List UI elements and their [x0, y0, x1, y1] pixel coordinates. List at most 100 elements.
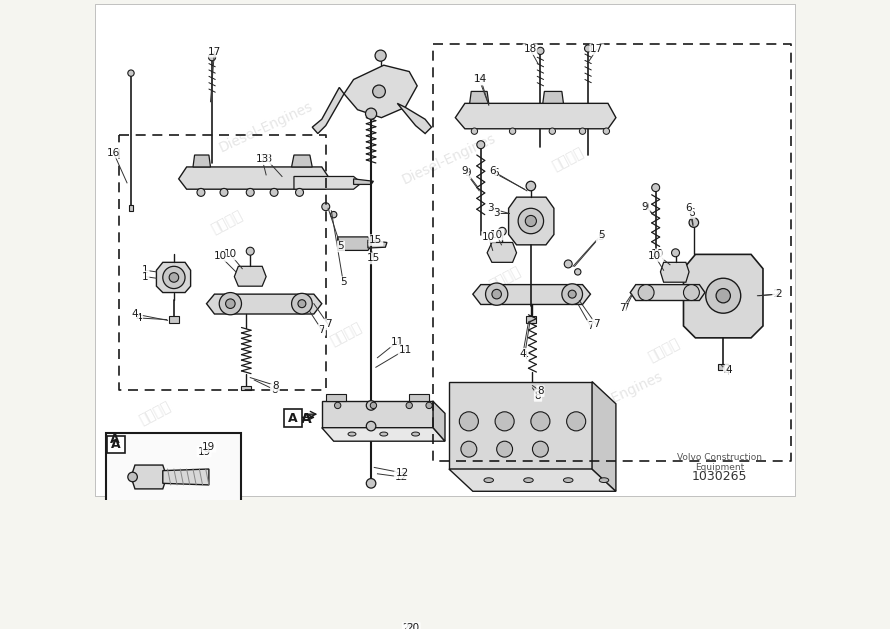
Polygon shape	[473, 284, 590, 304]
Text: 13: 13	[260, 154, 272, 164]
Circle shape	[370, 403, 376, 409]
Circle shape	[219, 292, 241, 314]
Text: 6: 6	[685, 203, 692, 213]
Text: 紫发动力: 紫发动力	[550, 145, 587, 173]
Circle shape	[211, 587, 226, 603]
Polygon shape	[449, 469, 616, 491]
Polygon shape	[294, 177, 361, 189]
Circle shape	[128, 472, 137, 482]
Circle shape	[373, 85, 385, 97]
Circle shape	[169, 272, 179, 282]
Text: 7: 7	[619, 303, 626, 313]
Text: 9: 9	[462, 166, 468, 176]
Ellipse shape	[411, 432, 419, 436]
Bar	[718, 364, 728, 370]
Circle shape	[509, 128, 515, 135]
Ellipse shape	[348, 432, 356, 436]
Polygon shape	[322, 401, 433, 428]
Polygon shape	[206, 294, 322, 314]
Circle shape	[537, 47, 544, 55]
Polygon shape	[312, 87, 344, 133]
Text: A: A	[301, 412, 311, 426]
Polygon shape	[337, 237, 373, 250]
Text: 10: 10	[651, 249, 664, 259]
Circle shape	[486, 283, 508, 305]
Text: 紫发动力: 紫发动力	[487, 264, 522, 292]
Text: 10: 10	[490, 230, 503, 240]
Polygon shape	[234, 266, 266, 286]
Text: 2: 2	[775, 289, 782, 299]
Polygon shape	[409, 394, 429, 401]
Text: 15: 15	[367, 253, 380, 264]
Circle shape	[716, 289, 731, 303]
Circle shape	[330, 211, 337, 218]
Bar	[285, 409, 302, 427]
Polygon shape	[163, 469, 209, 485]
Text: Volvo Construction
Equipment: Volvo Construction Equipment	[676, 453, 762, 472]
Text: 1: 1	[142, 265, 149, 276]
Polygon shape	[470, 91, 489, 103]
Polygon shape	[684, 254, 763, 338]
Circle shape	[684, 284, 700, 301]
Bar	[169, 316, 179, 323]
Text: A: A	[111, 438, 121, 451]
Text: 4: 4	[132, 309, 138, 319]
Text: A: A	[110, 433, 120, 446]
Ellipse shape	[484, 478, 493, 482]
Circle shape	[367, 401, 376, 410]
Circle shape	[247, 247, 255, 255]
Text: 9: 9	[643, 202, 650, 212]
Polygon shape	[344, 65, 417, 118]
Polygon shape	[449, 382, 592, 469]
Circle shape	[568, 290, 576, 298]
Text: 9: 9	[464, 169, 471, 178]
Text: 19: 19	[202, 442, 215, 452]
Polygon shape	[397, 103, 432, 133]
Circle shape	[461, 441, 477, 457]
Polygon shape	[131, 465, 166, 489]
Circle shape	[564, 260, 572, 268]
Text: 12: 12	[394, 472, 408, 482]
Circle shape	[525, 216, 537, 226]
Circle shape	[689, 218, 699, 227]
Polygon shape	[179, 167, 329, 189]
Text: 14: 14	[474, 74, 488, 84]
Circle shape	[549, 128, 555, 135]
Text: Diesel-Engines: Diesel-Engines	[400, 131, 498, 187]
Polygon shape	[209, 584, 489, 606]
Text: 6: 6	[492, 169, 498, 178]
Circle shape	[406, 403, 412, 409]
Text: 9: 9	[641, 202, 648, 212]
Circle shape	[498, 227, 506, 235]
Bar	[528, 386, 538, 391]
Circle shape	[470, 584, 492, 606]
Circle shape	[638, 284, 654, 301]
Circle shape	[530, 412, 550, 431]
Circle shape	[331, 550, 376, 594]
Text: 8: 8	[272, 381, 279, 391]
Circle shape	[367, 421, 376, 431]
Text: 13: 13	[255, 154, 269, 164]
Text: 11: 11	[399, 345, 412, 355]
Circle shape	[366, 108, 376, 120]
Polygon shape	[368, 240, 387, 248]
Text: 1030265: 1030265	[692, 470, 747, 484]
Polygon shape	[487, 242, 516, 262]
Text: 3: 3	[493, 208, 500, 218]
Circle shape	[220, 189, 228, 196]
Circle shape	[518, 208, 544, 234]
Text: 5: 5	[337, 242, 344, 252]
Text: 10: 10	[648, 251, 661, 261]
Text: 紫发动力: 紫发动力	[208, 209, 245, 237]
Circle shape	[706, 278, 740, 313]
Text: 1: 1	[142, 272, 149, 282]
Text: 4: 4	[522, 351, 528, 361]
Circle shape	[375, 50, 386, 61]
Polygon shape	[433, 401, 445, 441]
Text: 2: 2	[773, 289, 780, 299]
Polygon shape	[353, 179, 374, 184]
Text: 10: 10	[214, 251, 227, 261]
Text: 7: 7	[587, 321, 594, 331]
Circle shape	[497, 441, 513, 457]
Text: 10: 10	[223, 249, 237, 259]
